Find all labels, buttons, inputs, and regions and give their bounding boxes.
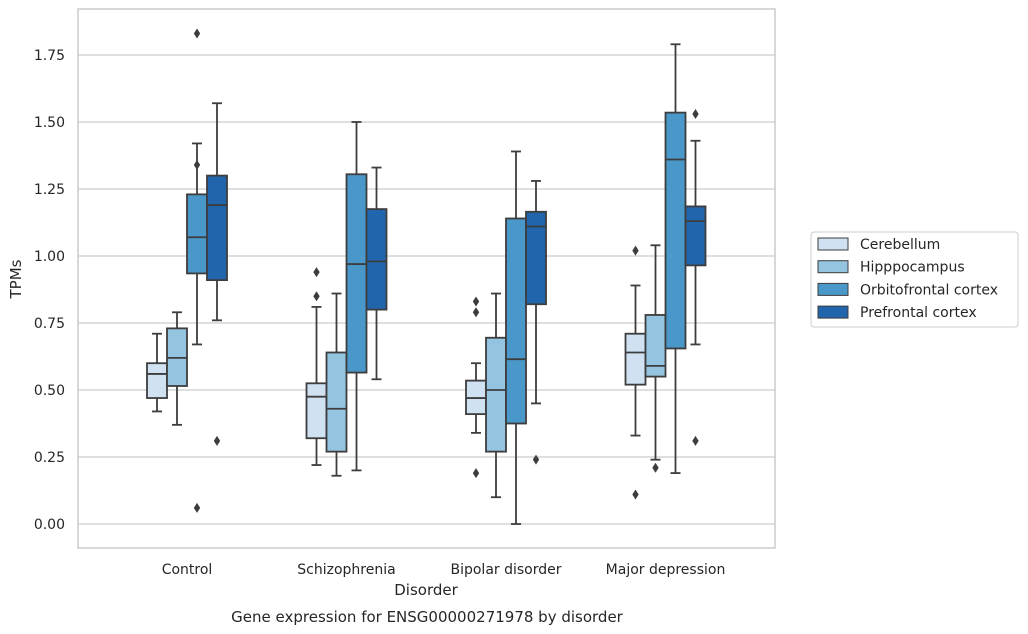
outlier-point bbox=[472, 468, 480, 479]
legend: Cerebellum Hipppocampus Orbitofrontal cort… bbox=[810, 231, 1019, 328]
legend-label: Prefrontal cortex bbox=[860, 305, 977, 321]
box-orbitofrontal-cortex bbox=[505, 150, 527, 525]
x-axis-label: Disorder bbox=[394, 581, 458, 599]
iqr-box bbox=[684, 205, 707, 267]
y-tick-labels: 0.00 0.25 0.50 0.75 1.00 1.25 1.50 1.75 bbox=[34, 48, 65, 533]
iqr-box bbox=[644, 314, 667, 378]
gridlines bbox=[78, 54, 775, 525]
box-prefrontal-cortex bbox=[684, 108, 707, 446]
outlier-point bbox=[692, 108, 699, 119]
iqr-box bbox=[325, 351, 348, 453]
y-tick-label: 1.75 bbox=[34, 48, 65, 64]
outlier-point bbox=[652, 462, 659, 473]
iqr-box bbox=[505, 217, 527, 425]
y-tick-label: 0.25 bbox=[34, 450, 65, 466]
outlier-point bbox=[472, 296, 480, 307]
outlier-point bbox=[313, 267, 320, 278]
y-tick-label: 1.50 bbox=[34, 115, 65, 131]
legend-label: Cerebellum bbox=[860, 237, 940, 253]
y-tick-label: 0.00 bbox=[34, 517, 65, 533]
outlier-point bbox=[692, 435, 699, 446]
y-tick-label: 1.25 bbox=[34, 182, 65, 198]
iqr-box bbox=[206, 174, 228, 282]
x-tick-label: Schizophrenia bbox=[297, 562, 395, 578]
iqr-box bbox=[525, 210, 547, 306]
legend-frame bbox=[810, 231, 1019, 328]
x-tick-label: Major depression bbox=[606, 562, 726, 578]
y-tick-label: 1.00 bbox=[34, 249, 65, 265]
figure-caption: Gene expression for ENSG00000271978 by d… bbox=[231, 608, 624, 626]
iqr-box bbox=[485, 336, 507, 453]
legend-swatch bbox=[817, 282, 849, 296]
x-tick-label: Control bbox=[162, 562, 213, 578]
iqr-box bbox=[186, 193, 208, 275]
box-prefrontal-cortex bbox=[206, 102, 228, 446]
boxes bbox=[146, 28, 707, 525]
y-tick-label: 0.50 bbox=[34, 383, 65, 399]
outlier-point bbox=[213, 435, 221, 446]
outlier-point bbox=[313, 291, 320, 302]
y-axis-label: TPMs bbox=[7, 259, 25, 299]
box-hipppocampus bbox=[166, 311, 188, 426]
legend-swatch bbox=[817, 237, 849, 251]
iqr-box bbox=[664, 111, 687, 350]
outlier-point bbox=[193, 28, 201, 39]
box-cerebellum bbox=[146, 332, 168, 413]
outlier-point bbox=[193, 159, 201, 170]
y-tick-label: 0.75 bbox=[34, 316, 65, 332]
iqr-box bbox=[146, 362, 168, 399]
legend-swatch bbox=[817, 305, 849, 319]
iqr-box bbox=[345, 173, 368, 374]
box-prefrontal-cortex bbox=[365, 166, 388, 381]
plot-area-background bbox=[78, 9, 775, 548]
box-hipppocampus bbox=[325, 292, 348, 477]
box-cerebellum bbox=[305, 267, 328, 466]
plot-frame bbox=[77, 8, 776, 549]
legend-swatch bbox=[817, 260, 849, 274]
outlier-point bbox=[193, 502, 201, 513]
legend-label: Hipppocampus bbox=[860, 260, 965, 276]
iqr-box bbox=[624, 332, 647, 386]
iqr-box bbox=[305, 382, 328, 440]
legend-label: Orbitofrontal cortex bbox=[860, 282, 998, 298]
box-prefrontal-cortex bbox=[525, 180, 547, 465]
iqr-box bbox=[365, 208, 388, 311]
outlier-point bbox=[632, 245, 639, 256]
x-tick-label: Bipolar disorder bbox=[450, 562, 561, 578]
outlier-point bbox=[532, 454, 540, 465]
outlier-point bbox=[632, 489, 639, 500]
outlier-point bbox=[472, 307, 480, 318]
x-tick-labels: Control Schizophrenia Bipolar disorder Majo… bbox=[162, 562, 726, 578]
